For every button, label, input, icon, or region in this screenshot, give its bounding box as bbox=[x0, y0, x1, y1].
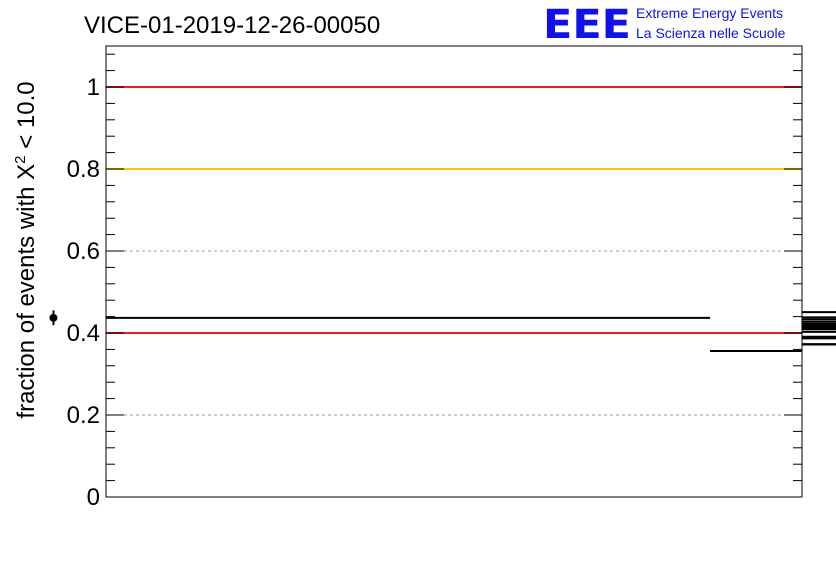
data-point bbox=[710, 350, 802, 353]
y-tick-label: 0.2 bbox=[67, 402, 100, 429]
tick-labels: 00.20.40.60.8126/12/1921:40:0026/12/1921… bbox=[67, 74, 100, 511]
logo-letters: EEE bbox=[543, 2, 631, 48]
y-tick-label: 0.6 bbox=[67, 238, 100, 265]
y-tick-label: 0.8 bbox=[67, 156, 100, 183]
y-tick-label: 1 bbox=[87, 74, 100, 101]
eee-logo: EEE Extreme Energy Events La Scienza nel… bbox=[543, 2, 786, 48]
y-axis-title: fraction of events with X2 < 10.0 bbox=[12, 81, 40, 418]
grid-lines bbox=[106, 86, 802, 416]
plot-frame bbox=[105, 45, 803, 498]
y-axis-title-superscript: 2 bbox=[12, 155, 29, 163]
chart-title: VICE-01-2019-12-26-00050 bbox=[84, 12, 380, 39]
y-tick-label: 0.4 bbox=[67, 320, 100, 347]
data-points bbox=[49, 310, 836, 353]
reference-lines bbox=[106, 86, 802, 334]
data-point bbox=[49, 310, 711, 326]
point-marker bbox=[49, 313, 58, 322]
y-tick-label: 0 bbox=[87, 484, 100, 511]
logo-line1: Extreme Energy Events bbox=[636, 5, 783, 21]
y-axis-title-prefix: fraction of events with X bbox=[13, 164, 40, 419]
axis-ticks bbox=[106, 53, 802, 498]
logo-line2: La Scienza nelle Scuole bbox=[636, 25, 786, 41]
y-axis-title-suffix: < 10.0 bbox=[13, 81, 40, 155]
